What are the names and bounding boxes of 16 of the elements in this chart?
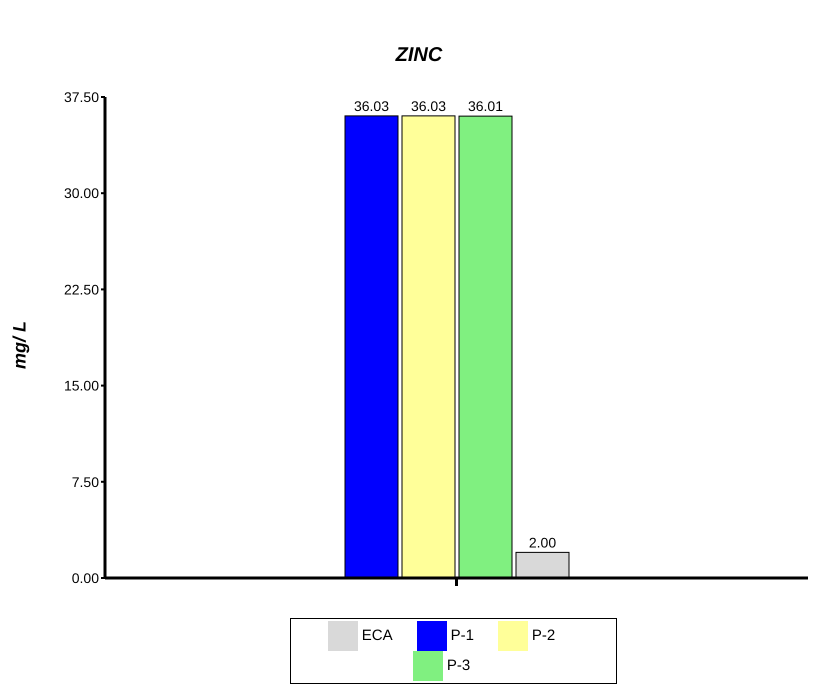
legend-label: ECA [362,626,393,644]
y-tick-label: 7.50 [72,474,100,490]
y-axis-title: mg/ L [10,321,30,369]
legend-label: P-1 [450,626,474,644]
y-tick-label: 37.50 [64,88,100,105]
data-label: 36.03 [410,98,446,114]
y-tick-label: 30.00 [64,185,100,202]
data-label: 2.00 [528,534,556,550]
y-tick-label: 22.50 [64,281,100,298]
y-tick-label: 0.00 [72,570,100,586]
y-tick-label: 15.00 [64,378,100,394]
data-label: 36.01 [468,98,504,114]
data-label: 36.03 [354,98,390,114]
legend-label: P-3 [446,656,470,674]
legend-label: P-2 [532,626,556,644]
chart-title: ZINC [394,44,444,67]
